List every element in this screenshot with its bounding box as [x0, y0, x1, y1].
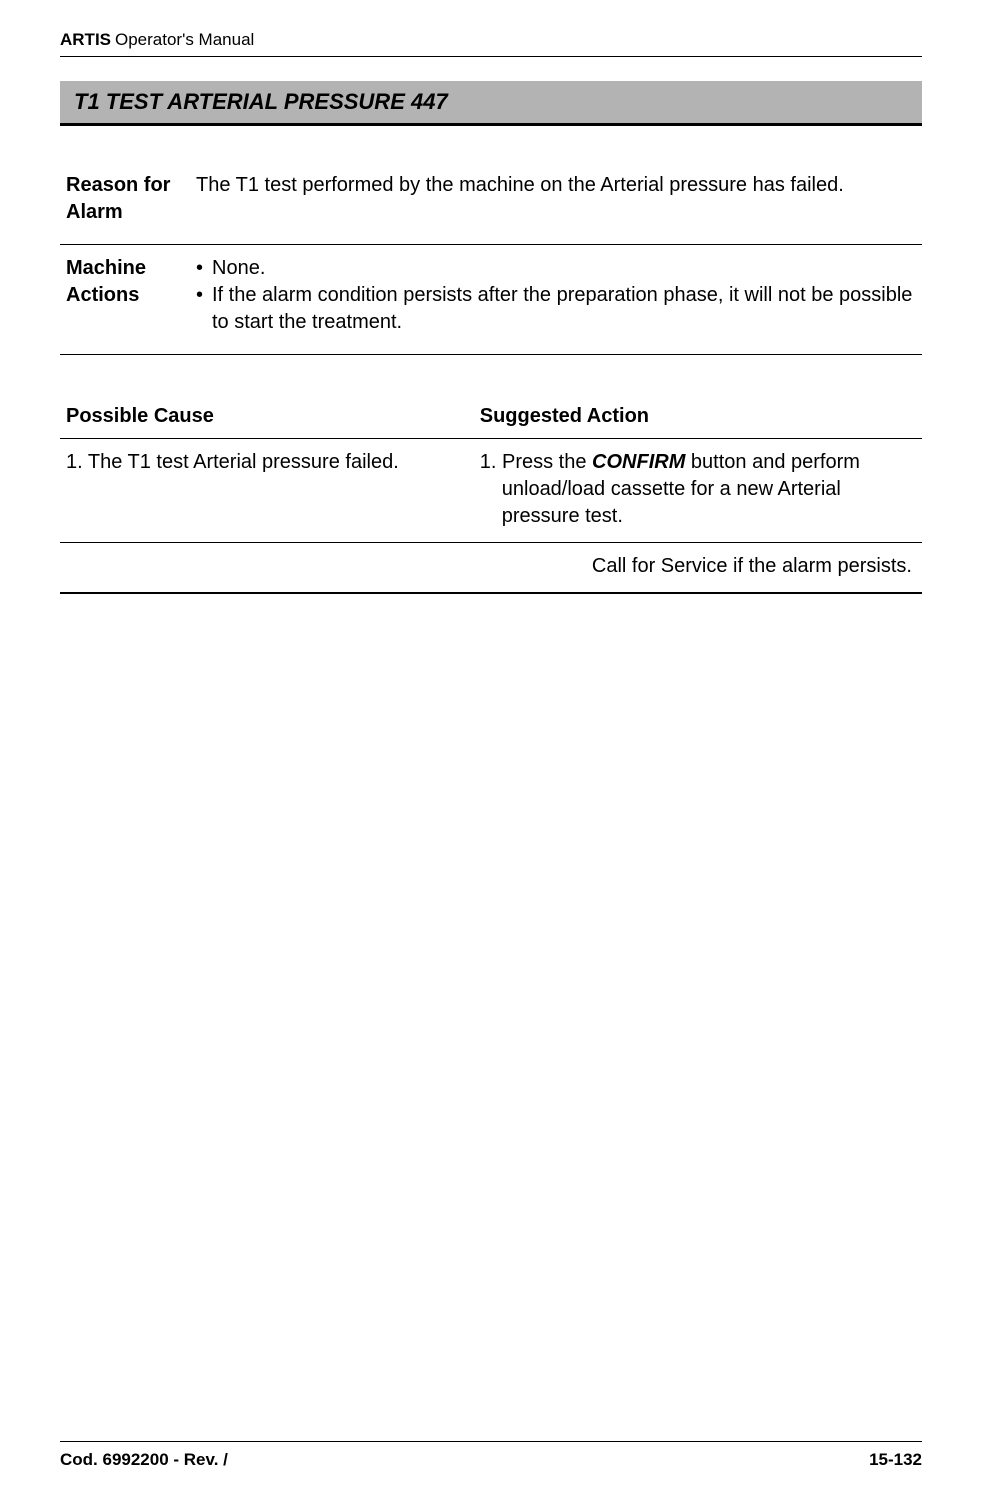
- machine-action-item: None.: [196, 255, 916, 282]
- action-text: 1. Press the CONFIRM button and perform …: [480, 449, 916, 530]
- machine-action-text: If the alarm condition persists after th…: [212, 282, 916, 336]
- cause-cell: 1. The T1 test Arterial pressure failed.: [60, 439, 474, 543]
- product-name: ARTIS: [60, 30, 111, 50]
- cause-action-row: 1. The T1 test Arterial pressure failed.…: [60, 439, 922, 543]
- reason-text: The T1 test performed by the machine on …: [190, 162, 922, 245]
- action-emph: CONFIRM: [592, 451, 685, 473]
- machine-actions-row: Machine Actions None. If the alarm condi…: [60, 245, 922, 355]
- machine-actions-label: Machine Actions: [60, 245, 190, 355]
- service-text: Call for Service if the alarm persists.: [60, 543, 922, 594]
- doc-title: Operator's Manual: [115, 30, 254, 50]
- machine-actions-content: None. If the alarm condition persists af…: [190, 245, 922, 355]
- section-title: T1 TEST ARTERIAL PRESSURE 447: [60, 81, 922, 126]
- cause-text: 1. The T1 test Arterial pressure failed.: [66, 449, 468, 476]
- suggested-action-header: Suggested Action: [474, 399, 922, 439]
- cause-action-table: Possible Cause Suggested Action 1. The T…: [60, 399, 922, 594]
- machine-actions-list: None. If the alarm condition persists af…: [196, 255, 916, 336]
- cause-action-header-row: Possible Cause Suggested Action: [60, 399, 922, 439]
- machine-action-item: If the alarm condition persists after th…: [196, 282, 916, 336]
- possible-cause-header: Possible Cause: [60, 399, 474, 439]
- footer-right: 15-132: [869, 1450, 922, 1470]
- service-row: Call for Service if the alarm persists.: [60, 543, 922, 594]
- page-footer: Cod. 6992200 - Rev. / 15-132: [60, 1441, 922, 1470]
- page-header: ARTIS Operator's Manual: [60, 30, 922, 57]
- action-pre: 1. Press the: [480, 451, 592, 473]
- machine-action-text: None.: [212, 255, 916, 282]
- reason-row: Reason for Alarm The T1 test performed b…: [60, 162, 922, 245]
- footer-left: Cod. 6992200 - Rev. /: [60, 1450, 228, 1470]
- reason-label: Reason for Alarm: [60, 162, 190, 245]
- alarm-info-table: Reason for Alarm The T1 test performed b…: [60, 162, 922, 355]
- action-cell: 1. Press the CONFIRM button and perform …: [474, 439, 922, 543]
